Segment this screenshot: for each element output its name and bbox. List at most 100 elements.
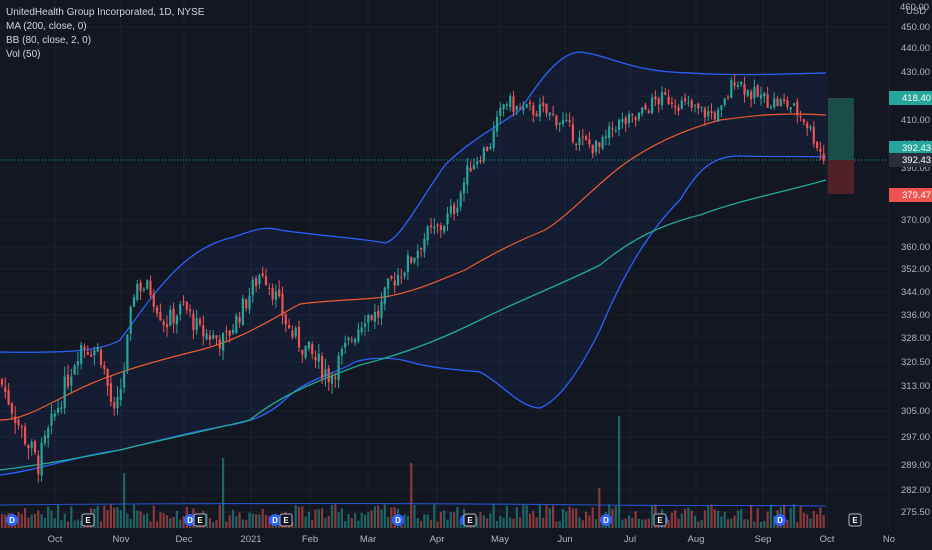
candle-body xyxy=(146,280,149,289)
candle-body xyxy=(66,374,70,387)
target-price-tag-bg xyxy=(889,91,932,105)
candle-body xyxy=(192,313,195,330)
candle-body xyxy=(816,141,819,149)
stop-zone xyxy=(828,160,854,194)
candle-body xyxy=(245,299,248,309)
volume-bar xyxy=(736,510,739,528)
volume-bar xyxy=(476,516,479,528)
candle-body xyxy=(776,98,779,106)
symbol-title[interactable]: UnitedHealth Group Incorporated, 1D, NYS… xyxy=(6,7,205,18)
target-zone xyxy=(828,98,854,160)
price-axis-tick: 450.00 xyxy=(901,22,930,33)
volume-bar xyxy=(53,518,56,528)
candle-body xyxy=(525,104,528,108)
volume-bar xyxy=(291,521,294,528)
volume-bar xyxy=(294,504,297,528)
time-axis-label: Apr xyxy=(430,534,445,545)
candle-body xyxy=(634,117,637,120)
candle-body xyxy=(733,82,736,86)
volume-bar xyxy=(532,511,535,528)
volume-bar xyxy=(621,519,624,528)
candle-body xyxy=(208,335,211,340)
candle-body xyxy=(667,96,670,104)
candle-body xyxy=(482,147,485,162)
candlestick-series xyxy=(0,74,825,483)
candle-body xyxy=(522,107,525,111)
time-axis-label: Jul xyxy=(624,534,636,545)
volume-bar xyxy=(383,504,386,528)
volume-bar xyxy=(489,513,492,528)
candle-body xyxy=(179,303,182,315)
dividend-marker-label: D xyxy=(9,516,15,525)
volume-bar xyxy=(502,517,505,528)
candle-body xyxy=(773,98,776,108)
volume-bar xyxy=(591,507,594,528)
volume-bar xyxy=(647,518,650,528)
price-axis-tick: 344.00 xyxy=(901,287,930,298)
candle-body xyxy=(459,192,462,208)
time-axis-label: Aug xyxy=(688,534,705,545)
candle-body xyxy=(637,112,640,120)
volume-bar xyxy=(63,513,66,528)
volume-bar xyxy=(347,514,350,528)
candle-body xyxy=(750,91,753,100)
volume-bar xyxy=(420,520,423,528)
volume-bar xyxy=(27,517,30,528)
candle-body xyxy=(796,101,799,116)
candle-body xyxy=(347,337,350,340)
candle-body xyxy=(90,354,93,357)
volume-bar xyxy=(555,521,558,528)
candle-body xyxy=(258,275,261,284)
candle-body xyxy=(502,104,505,110)
candle-body xyxy=(159,312,162,321)
candle-body xyxy=(301,349,304,355)
volume-bar xyxy=(103,505,106,528)
price-axis-clip-label: 460.00 xyxy=(900,2,929,13)
volume-bar xyxy=(588,515,591,528)
candle-body xyxy=(284,314,287,325)
candle-body xyxy=(116,397,119,408)
ma-indicator-label[interactable]: MA (200, close, 0) xyxy=(6,21,87,32)
volume-bar xyxy=(429,520,433,528)
price-axis-tick: 410.00 xyxy=(901,115,930,126)
candle-body xyxy=(360,327,363,332)
candle-body xyxy=(624,117,627,125)
volume-bar xyxy=(377,505,380,528)
volume-bar xyxy=(545,505,548,528)
volume-bar xyxy=(380,509,383,528)
candle-body xyxy=(819,148,822,152)
volume-bar xyxy=(618,416,621,528)
candle-body xyxy=(169,309,172,326)
price-axis-tick: 370.00 xyxy=(901,215,930,226)
volume-bar xyxy=(733,515,736,528)
volume-bar xyxy=(162,513,165,528)
volume-indicator-label[interactable]: Vol (50) xyxy=(6,49,41,60)
dividend-marker-label: D xyxy=(187,516,193,525)
volume-bar xyxy=(311,520,314,528)
volume-bar xyxy=(70,506,73,528)
volume-bar xyxy=(756,508,759,528)
volume-bar xyxy=(387,516,390,528)
earnings-marker xyxy=(653,513,667,527)
volume-bar xyxy=(165,515,169,528)
dividend-marker xyxy=(6,514,18,526)
bb-indicator-label[interactable]: BB (80, close, 2, 0) xyxy=(6,35,92,46)
volume-bar xyxy=(146,513,149,528)
time-axis[interactable]: Oct Nov Dec 2021 Feb Mar Apr May Jun Jul Aug Sep Oct… xyxy=(48,534,895,545)
candle-body xyxy=(594,140,598,152)
candle-body xyxy=(462,182,466,194)
volume-ma-line xyxy=(0,502,827,507)
volume-bar xyxy=(707,505,710,528)
candle-body xyxy=(416,250,419,259)
candle-body xyxy=(561,120,565,124)
candle-body xyxy=(195,318,198,331)
volume-bar xyxy=(330,504,334,528)
candle-body xyxy=(693,104,697,106)
volume-bar xyxy=(753,521,756,528)
volume-bar xyxy=(717,511,720,528)
chart-legend: UnitedHealth Group Incorporated, 1D, NYS… xyxy=(6,6,204,62)
current-price-tag: 392.43 xyxy=(902,143,931,154)
candle-body xyxy=(591,144,594,154)
volume-bar xyxy=(773,515,776,528)
